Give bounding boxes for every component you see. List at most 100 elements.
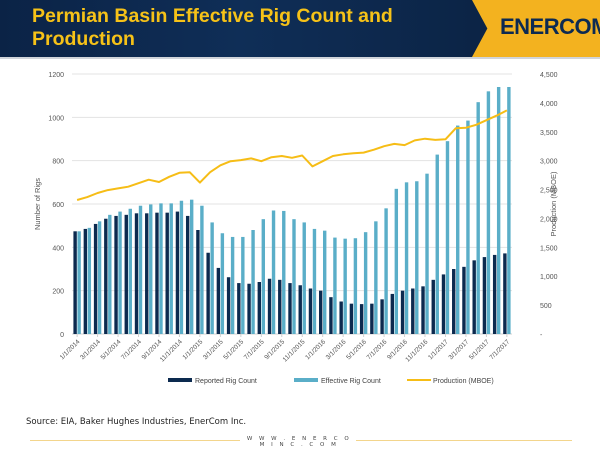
bar-effective-rig-count: [384, 208, 388, 334]
bar-reported-rig-count: [298, 285, 302, 334]
bar-effective-rig-count: [486, 91, 491, 334]
legend-swatch-reported: [168, 378, 192, 382]
x-tick-label: 7/1/2014: [120, 338, 143, 361]
x-tick-label: 1/1/2017: [427, 338, 450, 361]
x-tick-label: 11/1/2015: [282, 338, 307, 363]
bar-reported-rig-count: [431, 279, 435, 334]
y-tick-label: 400: [52, 245, 64, 252]
bar-reported-rig-count: [247, 283, 251, 334]
y-tick-label: 1200: [48, 72, 64, 79]
bar-reported-rig-count: [257, 282, 262, 334]
bar-effective-rig-count: [220, 233, 225, 334]
bar-reported-rig-count: [288, 283, 292, 334]
bar-effective-rig-count: [108, 214, 112, 334]
bar-effective-rig-count: [456, 125, 460, 334]
bar-effective-rig-count: [230, 236, 235, 334]
bar-reported-rig-count: [124, 214, 128, 334]
bar-effective-rig-count: [128, 208, 132, 334]
bar-effective-rig-count: [507, 87, 511, 334]
bar-reported-rig-count: [185, 215, 190, 334]
bar-reported-rig-count: [452, 269, 456, 334]
bar-reported-rig-count: [175, 211, 180, 334]
bar-reported-rig-count: [73, 231, 77, 334]
bar-reported-rig-count: [155, 212, 159, 334]
bar-reported-rig-count: [349, 303, 354, 334]
bar-effective-rig-count: [251, 230, 255, 334]
bar-effective-rig-count: [353, 238, 358, 334]
bar-reported-rig-count: [390, 293, 395, 334]
bar-effective-rig-count: [77, 231, 81, 334]
x-tick-label: 11/1/2014: [159, 338, 184, 363]
x-tick-label: 5/1/2014: [100, 338, 123, 361]
bar-reported-rig-count: [206, 252, 210, 334]
bar-effective-rig-count: [292, 219, 296, 334]
bar-effective-rig-count: [87, 227, 92, 334]
bar-effective-rig-count: [312, 228, 317, 334]
bar-effective-rig-count: [200, 205, 204, 334]
bar-effective-rig-count: [169, 203, 173, 334]
y-tick-label: 600: [52, 202, 64, 209]
y2-tick-label: 500: [540, 303, 552, 310]
y-axis-left-ticks: 0 200 400 600 800 1000 1200: [48, 72, 64, 339]
logo-background: [472, 0, 600, 57]
y2-tick-label: 4,500: [540, 72, 558, 79]
bar-effective-rig-count: [425, 173, 429, 334]
bar-effective-rig-count: [435, 154, 439, 334]
bar-reported-rig-count: [339, 301, 343, 334]
bar-reported-rig-count: [482, 257, 487, 334]
bar-reported-rig-count: [134, 213, 139, 334]
bar-reported-rig-count: [462, 266, 466, 334]
bar-effective-rig-count: [149, 204, 153, 334]
x-tick-label: 3/1/2016: [325, 338, 348, 361]
footer-website: W W W . E N E R C O M I N C . C O M: [246, 436, 352, 448]
bar-reported-rig-count: [329, 297, 333, 334]
x-tick-label: 7/1/2015: [243, 338, 266, 361]
y-tick-label: 800: [52, 159, 64, 166]
y-axis-right-title: Production (MBOE): [549, 171, 558, 237]
bar-effective-rig-count: [302, 222, 306, 334]
bar-reported-rig-count: [400, 290, 405, 334]
bar-effective-rig-count: [261, 219, 266, 334]
bar-effective-rig-count: [415, 181, 419, 334]
bar-reported-rig-count: [278, 279, 282, 334]
bar-reported-rig-count: [226, 277, 231, 334]
x-tick-label: 5/1/2017: [468, 338, 491, 361]
x-tick-label: 7/1/2016: [366, 338, 389, 361]
bar-reported-rig-count: [380, 299, 384, 334]
bar-effective-rig-count: [282, 210, 286, 334]
bar-reported-rig-count: [359, 304, 364, 334]
bar-effective-rig-count: [179, 200, 184, 334]
bar-reported-rig-count: [492, 254, 497, 334]
y-tick-label: 1000: [48, 115, 64, 122]
bar-effective-rig-count: [189, 199, 194, 334]
y2-tick-label: 2,000: [540, 216, 558, 223]
legend-swatch-effective: [294, 378, 318, 382]
bar-reported-rig-count: [421, 286, 425, 334]
legend: Reported Rig Count Effective Rig Count Pro…: [168, 378, 494, 385]
legend-label-reported: Reported Rig Count: [195, 378, 257, 385]
bar-effective-rig-count: [138, 205, 143, 334]
y2-tick-label: 2,500: [540, 188, 558, 195]
production-line: [76, 109, 508, 201]
footer-divider-right: [356, 440, 572, 441]
bar-reported-rig-count: [308, 288, 313, 334]
page-title: Permian Basin Effective Rig Count and Pr…: [32, 5, 393, 50]
bar-reported-rig-count: [104, 218, 108, 334]
bar-effective-rig-count: [394, 188, 399, 334]
bar-reported-rig-count: [165, 212, 169, 334]
x-tick-label: 1/1/2014: [59, 338, 82, 361]
x-tick-label: 1/1/2016: [304, 338, 327, 361]
bar-reported-rig-count: [441, 274, 446, 334]
y-tick-label: 0: [60, 332, 64, 339]
bar-reported-rig-count: [114, 215, 118, 334]
bar-effective-rig-count: [333, 237, 337, 334]
y2-tick-label: 1,500: [540, 245, 558, 252]
bar-effective-rig-count: [374, 221, 378, 334]
x-tick-label: 1/1/2015: [181, 338, 204, 361]
bar-reported-rig-count: [318, 290, 323, 334]
bar-effective-rig-count: [210, 222, 214, 334]
y-axis-right-ticks: - 500 1,000 1,500 2,000 2,500 3,000 3,500 4,000 4…: [540, 72, 558, 339]
y2-tick-label: 3,500: [540, 130, 558, 137]
header-divider: [0, 57, 600, 59]
bar-effective-rig-count: [159, 203, 163, 334]
